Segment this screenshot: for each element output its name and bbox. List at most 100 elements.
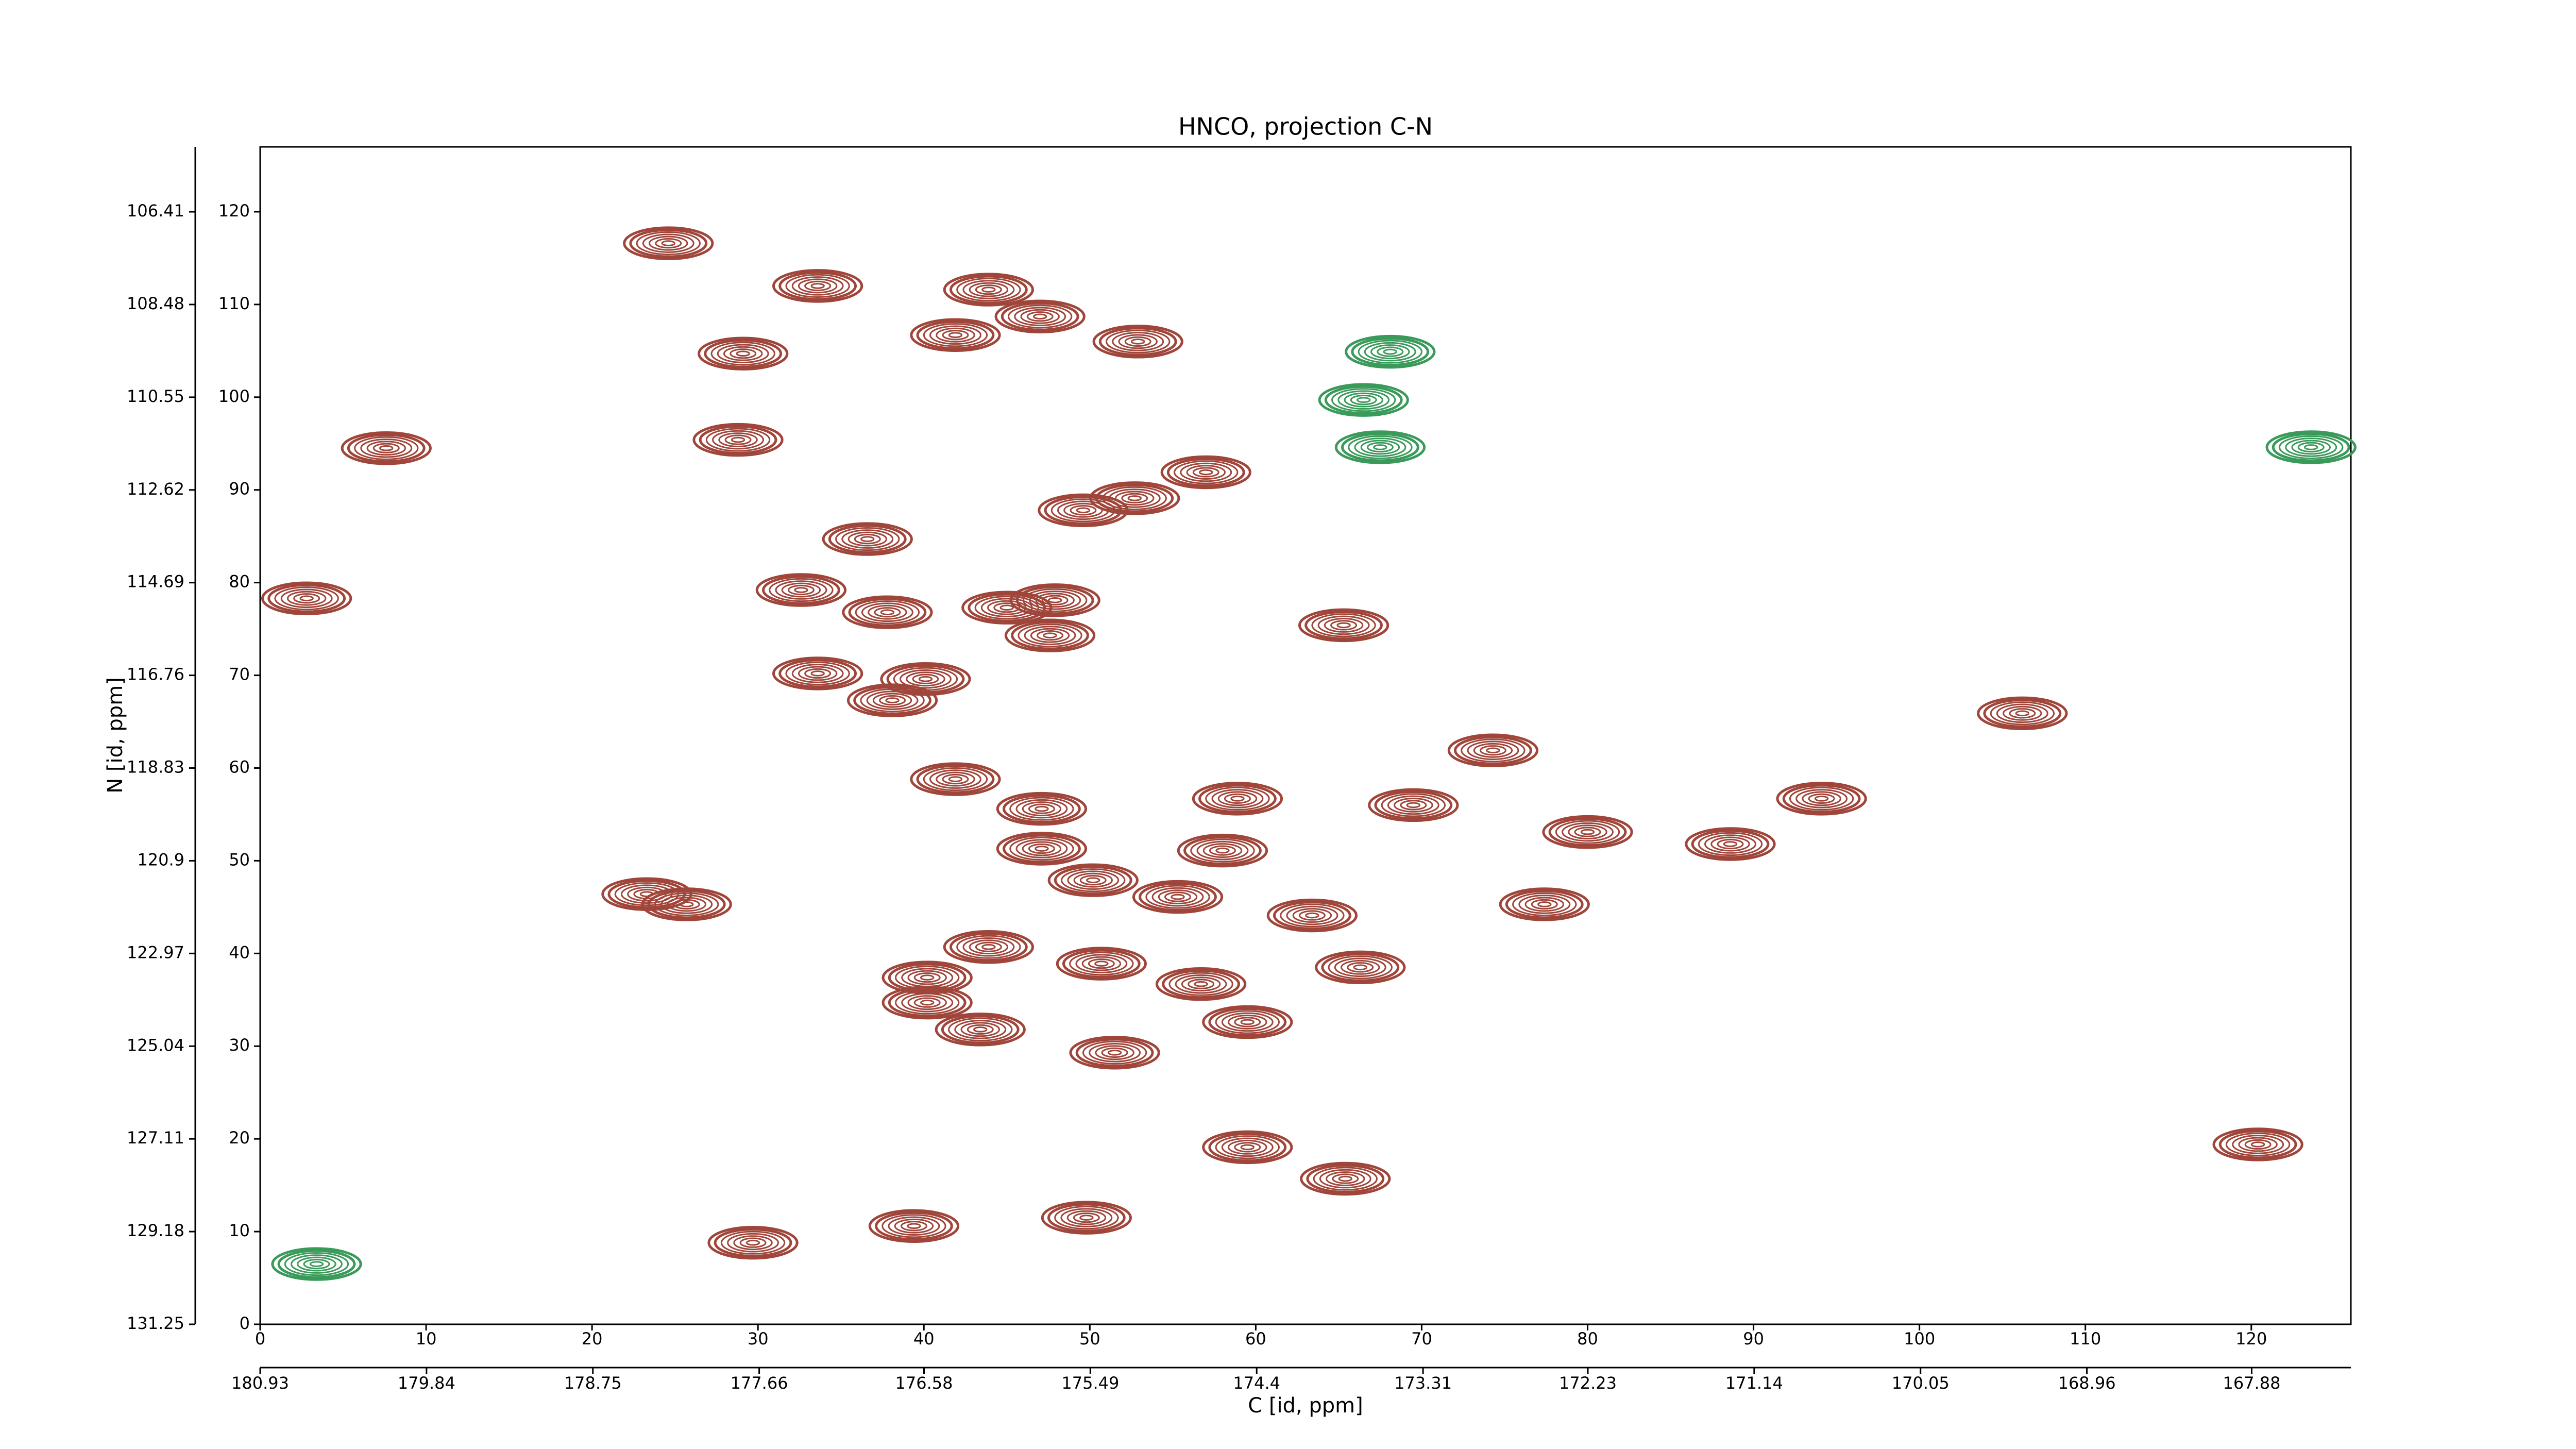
contour-level: [1035, 593, 1075, 608]
contour-level: [1188, 979, 1215, 989]
contour-level: [1024, 626, 1076, 645]
contour-level: [1118, 334, 1158, 349]
contour-level: [660, 895, 713, 914]
contour-level: [1041, 595, 1069, 605]
x-tick-label: 100: [1904, 1329, 1935, 1349]
contour-level: [848, 531, 887, 547]
contour-level: [714, 1228, 792, 1258]
y2-tick-label: 118.83: [127, 757, 184, 777]
contour-level: [775, 580, 827, 600]
contour-level: [969, 282, 1009, 297]
contour-level: [1381, 793, 1446, 817]
contour-level: [1568, 824, 1607, 840]
peak: [1192, 782, 1283, 816]
contour-level: [1060, 1208, 1113, 1227]
peak: [1266, 898, 1358, 933]
contour-level: [1354, 437, 1406, 457]
contour-level: [1029, 591, 1081, 610]
contour-level: [267, 583, 346, 613]
peak: [1047, 863, 1139, 897]
contour-level: [1300, 1161, 1391, 1196]
contour-level: [894, 1218, 934, 1234]
peak: [943, 930, 1035, 964]
peak: [623, 226, 714, 260]
contour-level: [1305, 912, 1319, 919]
y-tick-label: 0: [240, 1313, 250, 1333]
contour-level: [1562, 822, 1614, 842]
contour-level: [2285, 437, 2337, 457]
contour-level: [1331, 388, 1396, 412]
contour-level: [929, 769, 981, 789]
contour-level: [1499, 887, 1590, 921]
contour-level: [1240, 1019, 1255, 1025]
contour-level: [1166, 458, 1245, 487]
contour-level: [1353, 964, 1368, 971]
contour-level: [1047, 1203, 1126, 1233]
contour-level: [975, 284, 1002, 295]
contour-level: [1022, 801, 1062, 817]
peak: [341, 431, 432, 465]
contour-level: [1043, 632, 1057, 639]
contour-level: [893, 667, 958, 691]
contour-level: [842, 595, 933, 629]
contour-level: [868, 1209, 960, 1243]
contour-level: [1215, 1010, 1280, 1034]
contour-level: [1028, 843, 1055, 854]
contour-level: [280, 588, 333, 608]
contour-level: [967, 1024, 994, 1035]
contour-level: [1273, 901, 1351, 930]
peak: [1132, 880, 1224, 914]
contour-level: [888, 1216, 940, 1236]
contour-level: [1215, 847, 1230, 854]
x2-tick-label: 173.31: [1394, 1373, 1452, 1393]
contour-level: [1107, 1050, 1122, 1056]
y2-tick-label: 122.97: [127, 942, 184, 962]
contour-level: [772, 656, 863, 690]
contour-level: [1479, 745, 1506, 756]
peak: [842, 595, 933, 629]
x2-tick-label: 171.14: [1725, 1373, 1783, 1393]
contour-level: [1230, 796, 1245, 802]
contour-level: [2225, 1132, 2291, 1157]
contour-level: [1011, 620, 1089, 650]
contour-level: [785, 661, 850, 686]
contour-level: [745, 1239, 760, 1246]
peak: [1004, 618, 1096, 652]
contour-level: [1512, 892, 1577, 917]
contour-level: [993, 602, 1021, 613]
contour-level: [1983, 698, 2062, 728]
contour-level: [2279, 435, 2344, 460]
contour-level: [1685, 827, 1776, 861]
x-tick-label: 90: [1743, 1329, 1764, 1349]
contour-level: [895, 966, 960, 990]
x-tick-label: 10: [416, 1329, 437, 1349]
peak: [1069, 1036, 1160, 1070]
x2-tick-label: 178.75: [564, 1373, 622, 1393]
contour-level: [1337, 390, 1390, 410]
peak: [935, 1013, 1026, 1047]
contour-level: [948, 332, 963, 339]
contour-level: [943, 273, 1035, 307]
contour-level: [962, 937, 1015, 957]
contour-level: [1306, 1164, 1385, 1193]
contour-level: [1334, 430, 1426, 464]
contour-level: [913, 997, 941, 1008]
peak: [707, 1225, 799, 1260]
contour-level: [1473, 743, 1513, 758]
contour-level: [1990, 701, 2055, 726]
x2-tick-label: 175.49: [1061, 1373, 1119, 1393]
contour-level: [913, 972, 941, 983]
contour-level: [297, 1256, 336, 1272]
contour-level: [1075, 954, 1128, 973]
contour-level: [647, 889, 726, 919]
y-tick-label: 90: [229, 479, 250, 499]
contour-level: [1194, 981, 1208, 987]
contour-level: [973, 1026, 988, 1033]
contour-level: [724, 434, 752, 445]
x-axis-label: C [id, ppm]: [1248, 1394, 1363, 1418]
contour-level: [649, 235, 688, 251]
contour-level: [1081, 956, 1122, 971]
contour-level: [1018, 624, 1082, 648]
contour-level: [1069, 1036, 1160, 1070]
peak: [996, 791, 1088, 826]
